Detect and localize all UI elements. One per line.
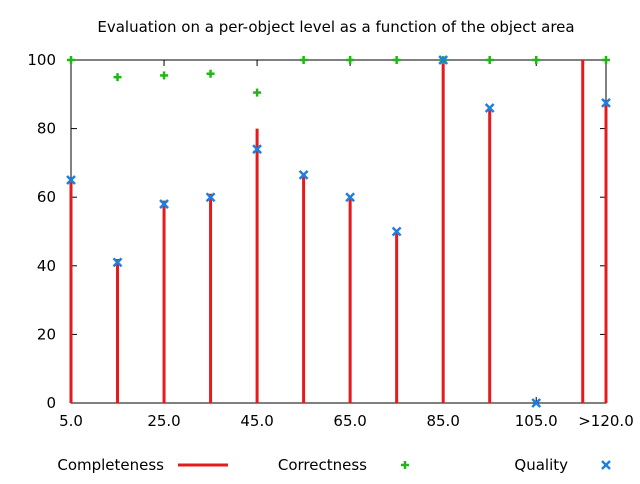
correctness-point xyxy=(485,56,494,64)
chart-title: Evaluation on a per-object level as a fu… xyxy=(97,18,574,36)
quality-point xyxy=(112,257,123,268)
x-tick-label: >120.0 xyxy=(578,412,634,430)
x-tick-label: 25.0 xyxy=(147,412,180,430)
legend-cross-marker xyxy=(601,460,611,470)
series-quality xyxy=(66,55,611,408)
y-tick-label: 20 xyxy=(37,325,56,343)
legend-label-correctness: Correctness xyxy=(278,456,367,474)
plot-border xyxy=(70,59,607,404)
correctness-point xyxy=(160,71,169,80)
x-tick-label: 85.0 xyxy=(426,412,459,430)
quality-point xyxy=(391,226,402,237)
y-tick-label: 60 xyxy=(37,188,56,206)
legend-plus-marker xyxy=(401,461,409,469)
quality-point xyxy=(601,97,611,108)
legend-key-correctness xyxy=(401,461,409,469)
correctness-point xyxy=(299,56,308,64)
quality-point xyxy=(66,175,76,185)
x-tick-label: 65.0 xyxy=(333,412,366,430)
quality-point xyxy=(484,103,495,113)
legend-key-quality xyxy=(601,460,611,470)
correctness-point xyxy=(532,56,541,64)
series-completeness xyxy=(69,60,608,403)
quality-point xyxy=(159,199,169,209)
x-tick-label: 105.0 xyxy=(515,412,558,430)
quality-point xyxy=(345,192,356,203)
quality-point xyxy=(438,55,449,65)
legend: Completeness Correctness Quality xyxy=(57,456,611,474)
correctness-point xyxy=(392,56,401,64)
quality-point xyxy=(252,144,262,155)
correctness-point xyxy=(253,88,262,97)
y-tick-label: 100 xyxy=(27,51,56,69)
correctness-point xyxy=(67,56,75,64)
y-tick-label: 40 xyxy=(37,257,56,275)
legend-label-completeness: Completeness xyxy=(57,456,164,474)
quality-point xyxy=(205,192,216,203)
correctness-point xyxy=(206,69,215,78)
y-tick-label: 80 xyxy=(37,120,56,138)
plot-frame xyxy=(70,59,607,404)
x-axis-ticks: 5.0 25.0 45.0 65.0 85.0 105.0 >120.0 xyxy=(59,60,634,430)
series-correctness xyxy=(67,56,610,97)
correctness-point xyxy=(602,56,610,64)
y-tick-label: 0 xyxy=(46,394,56,412)
correctness-point xyxy=(346,56,355,64)
quality-point xyxy=(531,398,542,408)
legend-label-quality: Quality xyxy=(514,456,568,474)
y-axis-ticks: 0 20 40 60 80 100 xyxy=(27,51,606,412)
quality-point xyxy=(298,170,309,180)
x-tick-label: 5.0 xyxy=(59,412,83,430)
correctness-point xyxy=(113,73,122,82)
x-tick-label: 45.0 xyxy=(240,412,273,430)
